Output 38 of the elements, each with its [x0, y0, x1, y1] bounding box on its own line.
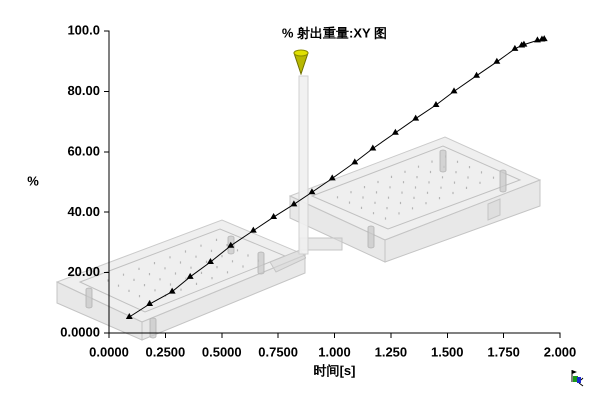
x-tick-label: 0.2500: [145, 344, 186, 360]
x-tick-label: 1.750: [487, 344, 520, 360]
point: [290, 200, 298, 206]
point: [511, 44, 518, 51]
point: [351, 158, 358, 164]
point: [146, 300, 154, 306]
point: [432, 100, 440, 107]
point: [186, 272, 194, 279]
point: [412, 114, 420, 121]
point: [450, 87, 458, 94]
x-tick-label: 1.500: [430, 344, 464, 360]
x-tick-label: 0.7500: [258, 344, 298, 360]
point: [168, 288, 176, 294]
point: [207, 258, 214, 264]
point: [270, 213, 278, 220]
y-axis-title: %: [27, 174, 40, 189]
y-tick-label: 80.00: [67, 82, 100, 98]
point: [369, 144, 376, 150]
x-tick-label: 0.0000: [89, 344, 129, 360]
chart-title: % 射出重量:XY 图: [282, 26, 388, 41]
y-tick-label: 40.00: [67, 204, 100, 219]
point: [534, 36, 541, 42]
x-tick-label: 2.000: [544, 344, 576, 360]
point: [328, 174, 336, 180]
point: [473, 72, 480, 78]
y-tick-label: 20.00: [67, 264, 100, 280]
y-tick-label: 60.00: [67, 143, 100, 158]
x-tick-label: 0.5000: [202, 344, 242, 360]
point: [308, 188, 316, 194]
x-tick-label: 1.000: [318, 344, 351, 360]
point: [126, 312, 133, 319]
y-tick-label: 0.0000: [60, 324, 100, 340]
x-tick-label: 1.250: [374, 344, 408, 360]
y-tick-label: 100.0: [67, 22, 100, 38]
point: [392, 128, 399, 135]
point: [250, 226, 257, 233]
point: [493, 58, 500, 64]
x-axis-title: 时间[s]: [314, 362, 356, 378]
